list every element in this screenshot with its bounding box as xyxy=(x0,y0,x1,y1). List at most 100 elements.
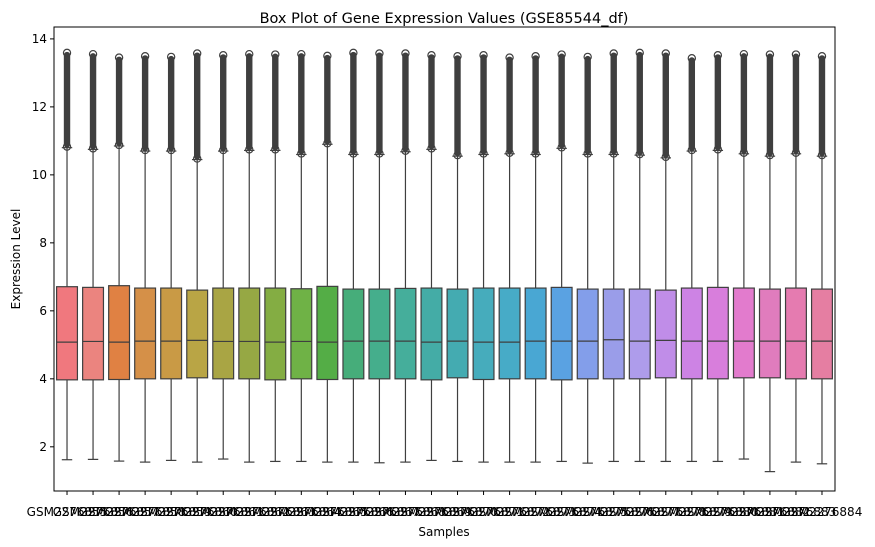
outlier-band xyxy=(376,52,383,155)
outlier-point xyxy=(583,52,592,62)
box-GSM2276870 xyxy=(446,52,469,463)
box-GSM2276866 xyxy=(342,48,365,463)
box-GSM2276868 xyxy=(394,49,417,463)
x-tick-label: GSM2276866 xyxy=(313,505,394,519)
outlier-point xyxy=(192,49,202,58)
x-tick-label: GSM2276875 xyxy=(547,505,628,519)
box-GSM2276859 xyxy=(160,52,183,462)
x-tick-label: GSM2276878 xyxy=(625,505,706,519)
x-tick-label: GSM2276865 xyxy=(287,505,368,519)
x-tick-label: GSM2276857 xyxy=(79,505,160,519)
outlier-band xyxy=(688,57,696,152)
iqr-box xyxy=(680,287,703,380)
iqr-box xyxy=(342,288,365,380)
box-GSM2276857 xyxy=(108,53,131,462)
outlier-band xyxy=(740,53,748,154)
outlier-point xyxy=(817,52,827,61)
y-tick-label: 14 xyxy=(32,32,47,46)
iqr-box xyxy=(628,288,651,380)
x-tick-label: GSM2276863 xyxy=(235,505,316,519)
outlier-point xyxy=(531,52,540,61)
iqr-box xyxy=(446,288,469,379)
iqr-box xyxy=(134,287,157,380)
outlier-point xyxy=(687,54,697,63)
y-tick-label: 8 xyxy=(39,236,47,250)
y-tick-label: 6 xyxy=(39,304,47,318)
box-GSM2276872 xyxy=(498,53,521,463)
iqr-box xyxy=(186,289,209,379)
x-tick-label: GSM2276879 xyxy=(651,505,732,519)
iqr-box xyxy=(498,287,521,380)
outlier-band xyxy=(220,54,227,152)
x-tick-label: GSM2276881 xyxy=(704,505,785,519)
box-GSM2276863 xyxy=(264,50,287,463)
outlier-band xyxy=(532,55,539,155)
x-tick-label: GSM2276869 xyxy=(391,505,472,519)
outlier-band xyxy=(115,56,123,146)
y-axis-label: Expression Level xyxy=(9,209,23,310)
iqr-box xyxy=(82,286,105,381)
iqr-box xyxy=(316,285,339,381)
outlier-point xyxy=(765,50,775,59)
box-GSM2276878 xyxy=(654,49,677,463)
outlier-point xyxy=(453,52,462,61)
box-GSM2276855 xyxy=(56,48,79,461)
outlier-band xyxy=(584,55,591,155)
x-tick-label: GSM2276884 xyxy=(782,505,863,519)
box-GSM2276860 xyxy=(186,49,209,463)
box-GSM2276865 xyxy=(316,51,339,463)
outlier-band xyxy=(428,54,435,150)
box-GSM2276881 xyxy=(732,49,755,460)
iqr-box xyxy=(524,287,547,380)
box-GSM2276867 xyxy=(368,49,391,464)
x-tick-label: GSM2276859 xyxy=(131,505,212,519)
outlier-point xyxy=(609,49,618,58)
outlier-band xyxy=(298,53,305,155)
x-tick-label: GSM2276880 xyxy=(677,505,758,519)
outlier-point xyxy=(713,50,723,60)
x-tick-label: GSM2276882 xyxy=(730,505,811,519)
box-GSM2276883 xyxy=(784,50,807,463)
iqr-box xyxy=(264,287,287,381)
x-tick-label: GSM2276877 xyxy=(599,505,680,519)
box-GSM2276884 xyxy=(810,52,833,465)
x-tick-label: GSM2276862 xyxy=(209,505,290,519)
iqr-box xyxy=(212,287,235,380)
outlier-point xyxy=(479,50,488,60)
iqr-box xyxy=(290,288,313,380)
outlier-band xyxy=(480,54,487,155)
iqr-box xyxy=(368,288,391,380)
box-GSM2276862 xyxy=(238,49,261,463)
box-GSM2276874 xyxy=(550,50,573,463)
outlier-point xyxy=(219,50,228,60)
box-GSM2276864 xyxy=(290,49,313,463)
iqr-box xyxy=(472,287,495,381)
iqr-box xyxy=(420,287,443,381)
outlier-band xyxy=(89,53,97,150)
y-tick-label: 4 xyxy=(39,372,47,386)
x-tick-label: GSM2276864 xyxy=(261,505,342,519)
iqr-box xyxy=(394,287,417,380)
outlier-point xyxy=(739,49,749,59)
box-GSM2276869 xyxy=(420,50,443,462)
x-tick-label: GSM2276867 xyxy=(339,505,420,519)
outlier-point xyxy=(375,49,384,58)
outlier-band xyxy=(350,51,357,155)
box-GSM2276856 xyxy=(82,49,105,460)
outlier-band xyxy=(558,53,565,149)
box-GSM2276858 xyxy=(134,52,157,463)
outlier-band xyxy=(63,51,71,148)
y-tick-label: 2 xyxy=(39,440,47,454)
outlier-point xyxy=(401,49,410,58)
outlier-band xyxy=(402,52,409,152)
outlier-point xyxy=(166,52,176,62)
outlier-band xyxy=(193,52,201,160)
outlier-point xyxy=(271,50,280,59)
outlier-band xyxy=(272,53,279,151)
outlier-point xyxy=(349,48,358,58)
iqr-box xyxy=(238,287,261,380)
x-tick-label: GSM2276871 xyxy=(443,505,524,519)
box-GSM2276879 xyxy=(680,54,703,463)
iqr-box xyxy=(784,287,807,380)
x-tick-label: GSM2276873 xyxy=(495,505,576,519)
